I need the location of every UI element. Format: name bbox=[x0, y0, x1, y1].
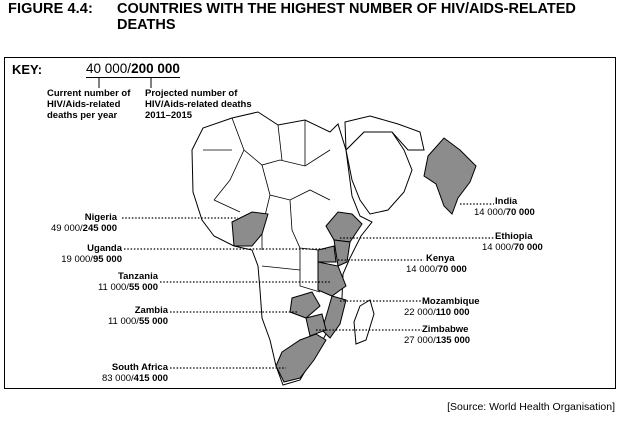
projected-deaths: 70 000 bbox=[505, 207, 535, 218]
madagascar-outline bbox=[353, 299, 375, 345]
country-name: Tanzania bbox=[118, 271, 158, 282]
current-deaths: 19 000 bbox=[61, 254, 91, 265]
zambia-shape bbox=[289, 291, 321, 319]
label-zimbabwe: Zimbabwe 27 000/135 000 bbox=[404, 324, 471, 346]
key-current-description: Current number of HIV/Aids-related death… bbox=[47, 88, 131, 121]
label-south-africa: South Africa 83 000/415 000 bbox=[101, 362, 168, 384]
current-deaths: 27 000 bbox=[404, 335, 434, 346]
mozambique-shape bbox=[321, 295, 347, 339]
current-deaths: 14 000 bbox=[474, 207, 504, 218]
country-name: Ethiopia bbox=[495, 231, 533, 242]
projected-deaths: 55 000 bbox=[138, 316, 168, 327]
india-shape bbox=[423, 137, 477, 215]
projected-deaths: 135 000 bbox=[435, 335, 471, 346]
leader-lines bbox=[122, 203, 494, 369]
key-label: KEY: bbox=[12, 62, 43, 77]
label-tanzania: Tanzania 11 000/55 000 bbox=[97, 271, 158, 293]
label-mozambique: Mozambique 22 000/110 000 bbox=[404, 296, 480, 318]
projected-deaths: 95 000 bbox=[92, 254, 122, 265]
current-deaths: 14 000 bbox=[482, 242, 512, 253]
projected-deaths: 70 000 bbox=[437, 264, 467, 275]
projected-deaths: 415 000 bbox=[133, 373, 168, 384]
middle-east-outline bbox=[344, 115, 425, 152]
current-deaths: 22 000 bbox=[404, 307, 434, 318]
key-example: 40 000/200 000 bbox=[86, 61, 180, 78]
key-projected-example: 200 000 bbox=[131, 61, 180, 76]
country-name: Kenya bbox=[426, 253, 455, 264]
country-name: Uganda bbox=[87, 243, 122, 254]
label-uganda: Uganda 19 000/95 000 bbox=[61, 243, 122, 265]
projected-deaths: 70 000 bbox=[513, 242, 543, 253]
country-name: Zimbabwe bbox=[422, 324, 469, 335]
projected-deaths: 110 000 bbox=[435, 307, 470, 318]
current-deaths: 11 000 bbox=[107, 316, 137, 327]
figure-title: COUNTRIES WITH THE HIGHEST NUMBER OF HIV… bbox=[117, 1, 576, 33]
label-zambia: Zambia 11 000/55 000 bbox=[107, 305, 168, 327]
country-name: India bbox=[495, 196, 518, 207]
figure-number: FIGURE 4.4: bbox=[8, 1, 93, 17]
current-deaths: 83 000 bbox=[101, 373, 132, 384]
key-projected-description: Projected number of HIV/Aids-related dea… bbox=[145, 88, 252, 121]
key-current-example: 40 000 bbox=[86, 61, 128, 76]
highlighted-countries bbox=[231, 137, 477, 383]
uganda-shape bbox=[317, 245, 337, 263]
projected-deaths: 55 000 bbox=[128, 282, 158, 293]
arabia-outline bbox=[345, 131, 413, 215]
map-frame bbox=[4, 57, 616, 389]
country-name: Zambia bbox=[134, 305, 168, 316]
south-africa-shape bbox=[275, 333, 327, 383]
country-name: Mozambique bbox=[422, 296, 480, 307]
tanzania-shape bbox=[317, 261, 347, 297]
country-name: South Africa bbox=[111, 362, 168, 373]
current-deaths: 14 000 bbox=[406, 264, 436, 275]
country-name: Nigeria bbox=[84, 212, 117, 223]
source-citation: [Source: World Health Organisation] bbox=[447, 401, 615, 413]
label-kenya: Kenya 14 000/70 000 bbox=[406, 253, 467, 275]
current-deaths: 49 000 bbox=[50, 223, 81, 234]
projected-deaths: 245 000 bbox=[82, 223, 117, 234]
label-ethiopia: Ethiopia 14 000/70 000 bbox=[482, 231, 543, 253]
label-nigeria: Nigeria 49 000/245 000 bbox=[50, 212, 117, 234]
current-deaths: 11 000 bbox=[97, 282, 127, 293]
nigeria-shape bbox=[231, 211, 269, 247]
label-india: India 14 000/70 000 bbox=[474, 196, 535, 218]
